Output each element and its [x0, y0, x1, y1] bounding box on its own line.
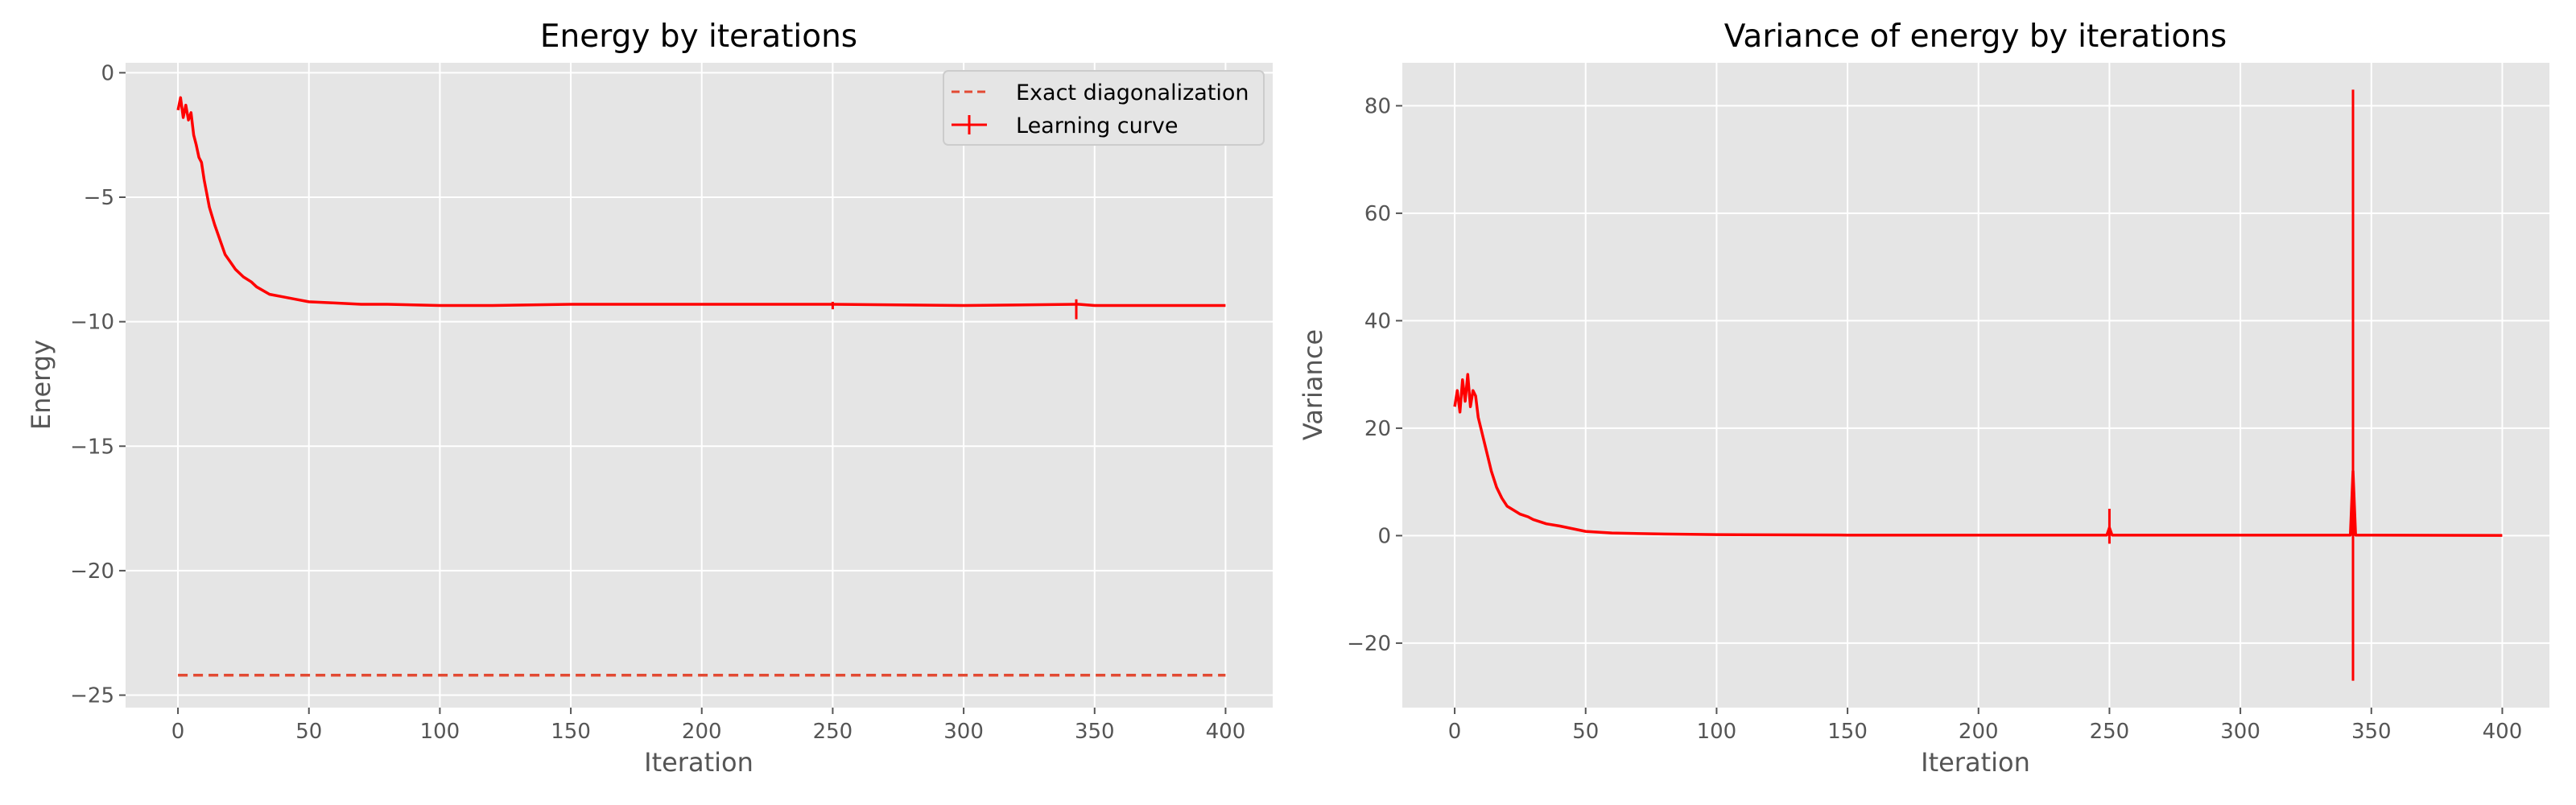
energy-x-tick-label: 0 — [171, 720, 185, 744]
energy-series-line — [176, 96, 1226, 308]
energy-x-tick-label: 200 — [682, 720, 722, 744]
energy-y-tick-label: −10 — [70, 311, 114, 335]
variance-y-axis-label: Variance — [1298, 329, 1328, 440]
energy-y-tick-label: 0 — [101, 61, 114, 85]
energy-series — [176, 96, 1226, 677]
variance-series — [1453, 89, 2503, 681]
energy-y-tick-label: −15 — [70, 435, 114, 459]
variance-x-tick-label: 250 — [2090, 720, 2130, 744]
variance-x-tick-label: 50 — [1572, 720, 1599, 744]
variance-x-axis-label: Iteration — [1921, 747, 2030, 778]
energy-plot-area — [126, 63, 1273, 708]
energy-x-tick-label: 50 — [295, 720, 322, 744]
energy-chart: 0 50 100 150 200 250 300 350 4000−5−10−15−20−25 … — [26, 19, 1273, 778]
variance-series-line — [1453, 373, 2503, 537]
legend-box — [943, 70, 1265, 146]
variance-y-tick-label: 80 — [1364, 94, 1391, 118]
variance-x-tick-label: 400 — [2483, 720, 2523, 744]
variance-y-tick-label: −20 — [1347, 632, 1391, 656]
variance-chart-title: Variance of energy by iterations — [1724, 19, 2227, 55]
energy-x-tick-label: 300 — [943, 720, 984, 744]
energy-y-axis-label: Energy — [26, 340, 56, 430]
energy-y-tick-label: −5 — [84, 186, 114, 210]
energy-x-tick-label: 150 — [551, 720, 591, 744]
energy-x-tick-label: 350 — [1075, 720, 1115, 744]
legend-exact-label: Exact diagonalization — [1016, 80, 1249, 105]
energy-legend: Exact diagonalization Learning curve — [943, 70, 1265, 146]
energy-x-tick-label: 100 — [420, 720, 460, 744]
variance-x-tick-label: 0 — [1448, 720, 1462, 744]
energy-axis-ticks: 0 50 100 150 200 250 300 350 400 0 −5 −10 −15 −20 −25 — [70, 61, 1245, 744]
energy-y-tick-label: −25 — [70, 684, 114, 708]
energy-x-tick-label: 250 — [813, 720, 853, 744]
variance-y-tick-label: 20 — [1364, 417, 1391, 441]
variance-plot-area — [1402, 63, 2549, 708]
energy-chart-title: Energy by iterations — [540, 19, 857, 55]
energy-x-axis-label: Iteration — [644, 747, 753, 778]
variance-x-tick-label: 150 — [1827, 720, 1868, 744]
variance-y-tick-label: 40 — [1364, 309, 1391, 333]
energy-y-tick-label: −20 — [70, 559, 114, 584]
energy-x-tick-label: 400 — [1206, 720, 1246, 744]
variance-y-tick-label: 0 — [1377, 524, 1391, 548]
variance-x-tick-label: 200 — [1959, 720, 1999, 744]
variance-x-tick-label: 350 — [2351, 720, 2392, 744]
variance-y-tick-label: 60 — [1364, 202, 1391, 226]
variance-x-tick-label: 100 — [1697, 720, 1737, 744]
variance-x-tick-label: 300 — [2220, 720, 2260, 744]
legend-learning-label: Learning curve — [1016, 114, 1178, 138]
